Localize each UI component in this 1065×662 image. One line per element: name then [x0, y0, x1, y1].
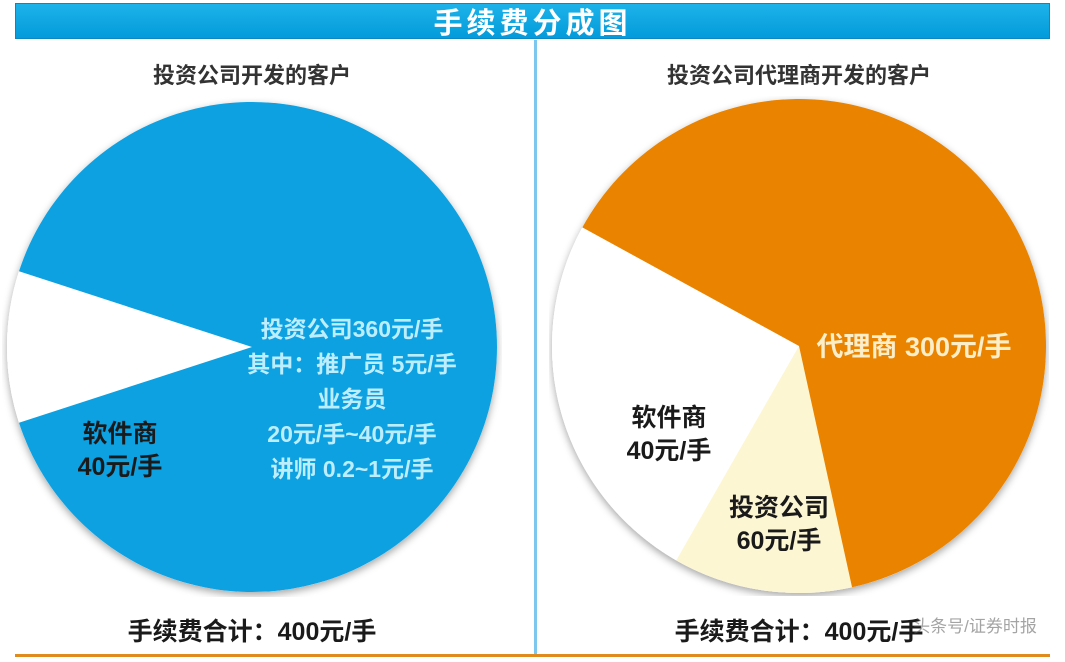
- svg-text:其中：推广员 5元/手: 其中：推广员 5元/手: [247, 351, 457, 377]
- svg-text:20元/手~40元/手: 20元/手~40元/手: [267, 421, 436, 447]
- svg-text:投资公司: 投资公司: [729, 494, 829, 522]
- svg-text:40元/手: 40元/手: [627, 437, 712, 465]
- svg-text:代理商 300元/手: 代理商 300元/手: [816, 332, 1011, 362]
- svg-text:投资公司360元/手: 投资公司360元/手: [261, 316, 444, 342]
- svg-text:软件商: 软件商: [631, 404, 706, 432]
- svg-text:软件商: 软件商: [82, 420, 157, 448]
- svg-text:60元/手: 60元/手: [737, 527, 822, 555]
- svg-text:40元/手: 40元/手: [78, 453, 163, 481]
- svg-text:讲师 0.2~1元/手: 讲师 0.2~1元/手: [271, 456, 434, 482]
- svg-text:业务员: 业务员: [318, 386, 387, 412]
